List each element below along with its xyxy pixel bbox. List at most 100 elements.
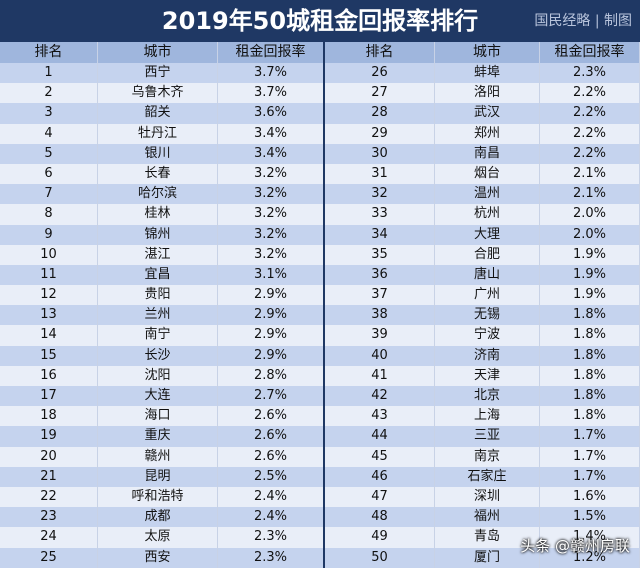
city-cell: 三亚 (435, 426, 540, 447)
city-cell: 青岛 (435, 527, 540, 548)
city-cell: 赣州 (98, 446, 218, 467)
rank-cell: 39 (325, 325, 435, 346)
yield-cell: 1.8% (540, 365, 640, 386)
city-cell: 温州 (435, 184, 540, 205)
column-header: 城市 (98, 42, 218, 63)
city-cell: 重庆 (98, 426, 218, 447)
rank-cell: 14 (0, 325, 98, 346)
rank-cell: 34 (325, 224, 435, 245)
yield-cell: 2.9% (218, 285, 325, 306)
yield-cell: 3.4% (218, 143, 325, 164)
city-cell: 兰州 (98, 305, 218, 326)
rank-cell: 15 (0, 345, 98, 366)
city-cell: 大理 (435, 224, 540, 245)
city-cell: 西安 (98, 547, 218, 568)
rank-cell: 41 (325, 365, 435, 386)
yield-cell: 3.4% (218, 123, 325, 144)
yield-cell: 1.4% (540, 527, 640, 548)
rank-cell: 11 (0, 264, 98, 286)
yield-cell: 2.4% (218, 507, 325, 528)
city-cell: 广州 (435, 285, 540, 306)
rank-cell: 42 (325, 386, 435, 407)
yield-cell: 2.7% (218, 386, 325, 407)
rank-cell: 8 (0, 204, 98, 225)
rank-cell: 7 (0, 184, 98, 205)
city-cell: 厦门 (435, 547, 540, 568)
rank-cell: 1 (0, 63, 98, 84)
city-cell: 宁波 (435, 325, 540, 346)
column-header: 排名 (0, 42, 98, 63)
rank-cell: 4 (0, 123, 98, 144)
city-cell: 郑州 (435, 123, 540, 144)
rank-cell: 2 (0, 83, 98, 104)
city-cell: 成都 (98, 507, 218, 528)
city-cell: 洛阳 (435, 83, 540, 104)
rank-cell: 35 (325, 244, 435, 265)
city-cell: 乌鲁木齐 (98, 83, 218, 104)
rank-cell: 17 (0, 386, 98, 407)
city-cell: 石家庄 (435, 466, 540, 487)
city-cell: 呼和浩特 (98, 486, 218, 508)
rank-cell: 19 (0, 426, 98, 447)
city-cell: 南宁 (98, 325, 218, 346)
city-cell: 昆明 (98, 466, 218, 487)
rank-cell: 23 (0, 507, 98, 528)
yield-cell: 1.7% (540, 426, 640, 447)
rank-cell: 32 (325, 184, 435, 205)
column-header: 城市 (435, 42, 540, 63)
yield-cell: 1.7% (540, 466, 640, 487)
yield-cell: 3.2% (218, 184, 325, 205)
city-cell: 上海 (435, 406, 540, 427)
title-bar: 2019年50城租金回报率排行 国民经略 | 制图 (0, 0, 640, 42)
yield-cell: 2.0% (540, 224, 640, 245)
yield-cell: 2.2% (540, 143, 640, 164)
yield-cell: 3.1% (218, 264, 325, 286)
rank-cell: 29 (325, 123, 435, 144)
rank-cell: 46 (325, 466, 435, 487)
yield-cell: 1.5% (540, 507, 640, 528)
rank-cell: 33 (325, 204, 435, 225)
yield-cell: 2.6% (218, 446, 325, 467)
yield-cell: 3.2% (218, 244, 325, 265)
city-cell: 沈阳 (98, 365, 218, 386)
city-cell: 长沙 (98, 345, 218, 366)
yield-cell: 1.8% (540, 345, 640, 366)
yield-cell: 2.2% (540, 103, 640, 124)
yield-cell: 3.2% (218, 224, 325, 245)
rank-cell: 27 (325, 83, 435, 104)
yield-cell: 1.8% (540, 406, 640, 427)
city-cell: 大连 (98, 386, 218, 407)
yield-cell: 1.2% (540, 547, 640, 568)
city-cell: 天津 (435, 365, 540, 386)
city-cell: 深圳 (435, 486, 540, 508)
yield-cell: 1.9% (540, 264, 640, 286)
rank-cell: 24 (0, 527, 98, 548)
city-cell: 南昌 (435, 143, 540, 164)
rank-cell: 18 (0, 406, 98, 427)
city-cell: 韶关 (98, 103, 218, 124)
rank-cell: 38 (325, 305, 435, 326)
yield-cell: 2.5% (218, 466, 325, 487)
rank-cell: 31 (325, 163, 435, 185)
rank-cell: 47 (325, 486, 435, 508)
city-cell: 锦州 (98, 224, 218, 245)
yield-cell: 1.9% (540, 244, 640, 265)
city-cell: 烟台 (435, 163, 540, 185)
brand: 国民经略 | 制图 (534, 13, 632, 29)
yield-cell: 1.8% (540, 325, 640, 346)
yield-cell: 2.1% (540, 163, 640, 185)
rank-cell: 20 (0, 446, 98, 467)
rank-cell: 10 (0, 244, 98, 265)
yield-cell: 2.3% (218, 527, 325, 548)
rank-cell: 13 (0, 305, 98, 326)
rank-cell: 44 (325, 426, 435, 447)
rank-cell: 36 (325, 264, 435, 286)
city-cell: 桂林 (98, 204, 218, 225)
yield-cell: 2.9% (218, 325, 325, 346)
rank-cell: 25 (0, 547, 98, 568)
column-header: 租金回报率 (218, 42, 325, 63)
yield-cell: 2.8% (218, 365, 325, 386)
rank-cell: 28 (325, 103, 435, 124)
city-cell: 哈尔滨 (98, 184, 218, 205)
city-cell: 宜昌 (98, 264, 218, 286)
